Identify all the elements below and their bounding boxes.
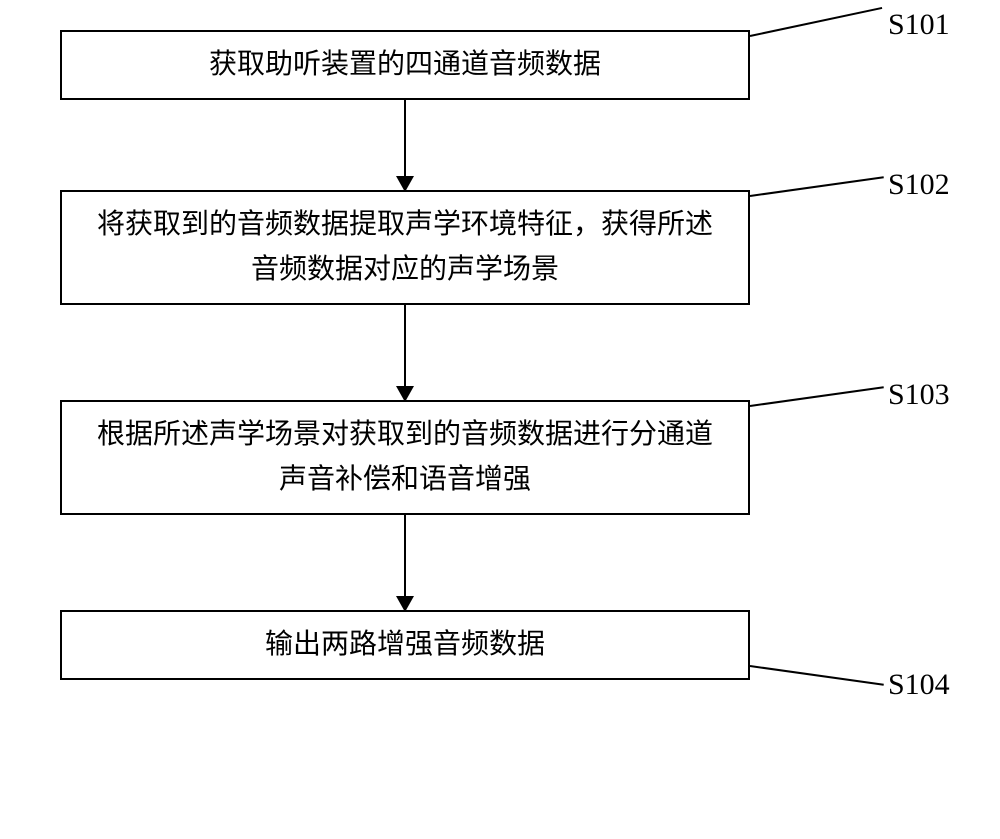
connector-s104 bbox=[750, 665, 884, 686]
step-s103: 根据所述声学场景对获取到的音频数据进行分通道声音补偿和语音增强 S103 bbox=[60, 400, 940, 515]
step-text-s102: 将获取到的音频数据提取声学环境特征，获得所述音频数据对应的声学场景 bbox=[92, 203, 718, 293]
step-text-s103: 根据所述声学场景对获取到的音频数据进行分通道声音补偿和语音增强 bbox=[92, 413, 718, 503]
step-s101: 获取助听装置的四通道音频数据 S101 bbox=[60, 30, 940, 100]
label-s102: S102 bbox=[888, 168, 950, 202]
arrow-1 bbox=[60, 100, 750, 190]
arrow-2 bbox=[60, 305, 750, 400]
step-text-s101: 获取助听装置的四通道音频数据 bbox=[209, 43, 601, 88]
connector-s103 bbox=[750, 386, 884, 407]
step-s104: 输出两路增强音频数据 S104 bbox=[60, 610, 940, 680]
step-s102: 将获取到的音频数据提取声学环境特征，获得所述音频数据对应的声学场景 S102 bbox=[60, 190, 940, 305]
label-s104: S104 bbox=[888, 668, 950, 702]
flowchart-container: 获取助听装置的四通道音频数据 S101 将获取到的音频数据提取声学环境特征，获得… bbox=[60, 30, 940, 680]
step-box-s103: 根据所述声学场景对获取到的音频数据进行分通道声音补偿和语音增强 bbox=[60, 400, 750, 515]
step-box-s102: 将获取到的音频数据提取声学环境特征，获得所述音频数据对应的声学场景 bbox=[60, 190, 750, 305]
label-s103: S103 bbox=[888, 378, 950, 412]
connector-s102 bbox=[750, 176, 884, 197]
step-box-s101: 获取助听装置的四通道音频数据 bbox=[60, 30, 750, 100]
label-s101: S101 bbox=[888, 8, 950, 42]
arrow-3 bbox=[60, 515, 750, 610]
step-text-s104: 输出两路增强音频数据 bbox=[265, 623, 545, 668]
connector-s101 bbox=[750, 7, 882, 37]
step-box-s104: 输出两路增强音频数据 bbox=[60, 610, 750, 680]
